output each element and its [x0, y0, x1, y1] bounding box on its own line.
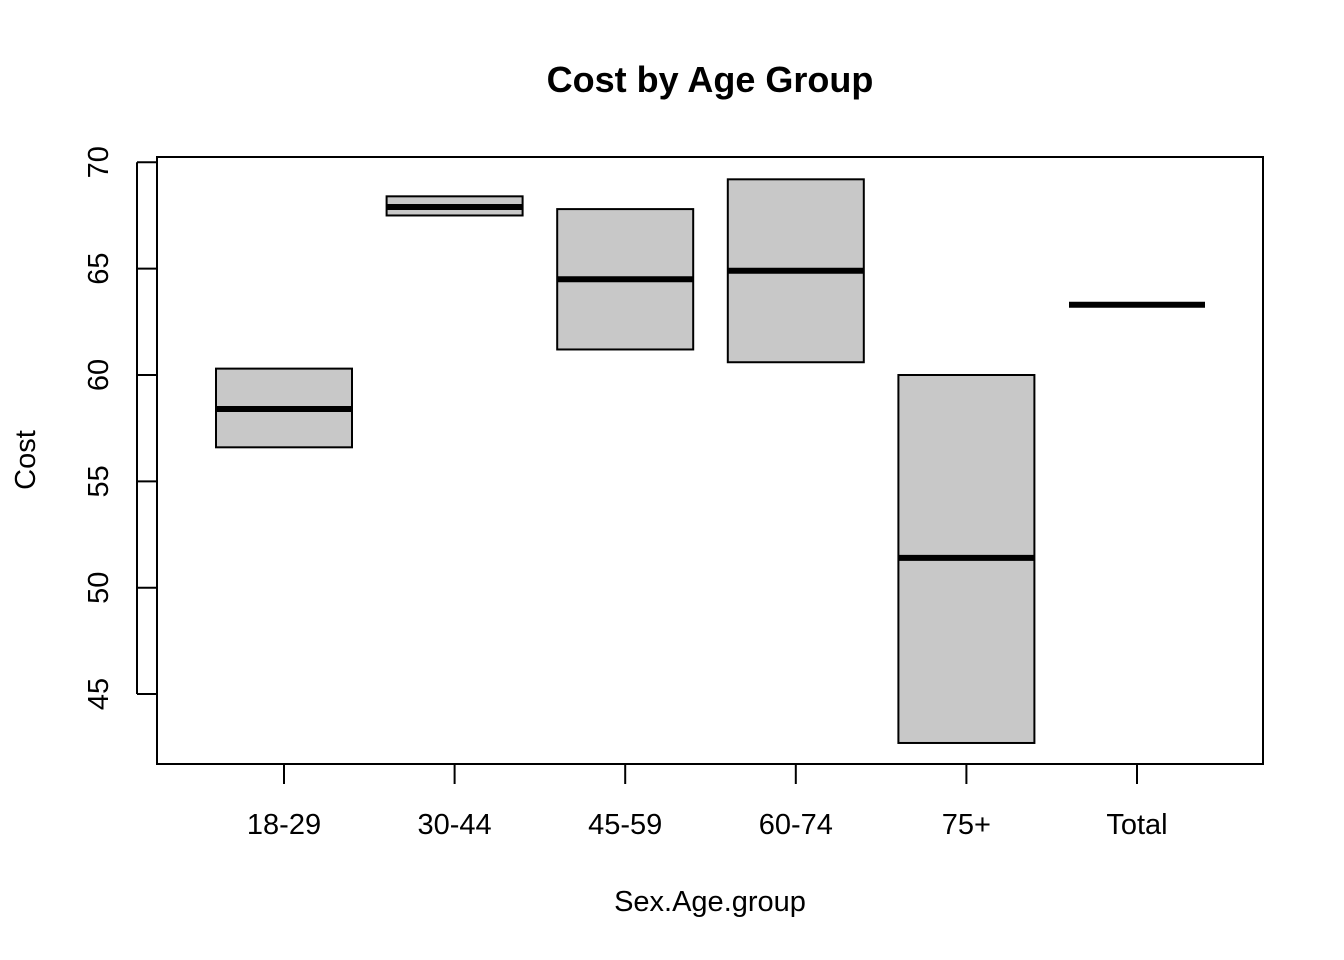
y-tick-label: 45 [83, 678, 115, 710]
x-axis-title: Sex.Age.group [614, 886, 806, 918]
y-tick-label: 65 [83, 253, 115, 285]
x-tick-label: 18-29 [247, 809, 321, 841]
y-tick-label: 60 [83, 359, 115, 391]
y-tick-label: 70 [83, 146, 115, 178]
x-axis: 18-29 30-44 45-59 60-74 75+ Total [247, 764, 1168, 841]
boxes-layer [215, 178, 1205, 744]
y-axis-title: Cost [10, 430, 42, 490]
x-tick-label: 30-44 [418, 809, 492, 841]
y-tick-label: 55 [83, 465, 115, 497]
plot-frame [156, 156, 1264, 765]
y-tick-label: 50 [83, 572, 115, 604]
x-tick-label: 75+ [942, 809, 991, 841]
x-tick-label: 45-59 [588, 809, 662, 841]
x-tick-label: 60-74 [759, 809, 833, 841]
x-tick-label: Total [1106, 809, 1167, 841]
chart-title: Cost by Age Group [547, 59, 874, 100]
y-axis: 45 50 55 60 65 70 [83, 146, 157, 710]
